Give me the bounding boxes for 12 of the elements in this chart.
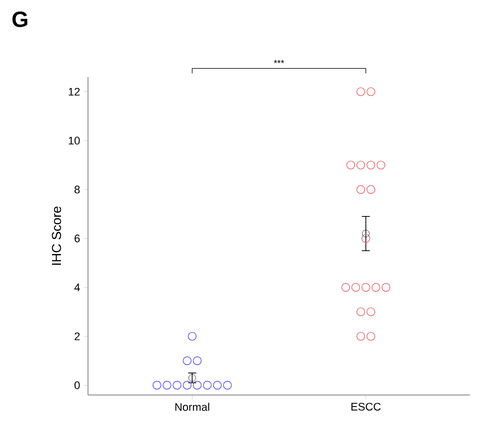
y-tick-label: 2 [74, 332, 80, 340]
y-axis-title: IHC Score [52, 206, 62, 265]
x-tick-label: Normal [175, 402, 210, 411]
y-tick-label: 8 [74, 186, 80, 194]
y-tick-label: 6 [74, 234, 80, 242]
y-tick-label: 12 [68, 88, 80, 96]
x-tick-label: ESCC [351, 402, 381, 411]
y-tick-label: 4 [74, 284, 80, 292]
chart-title: G [12, 12, 28, 28]
y-tick-label: 0 [74, 381, 80, 390]
text: *** [274, 60, 284, 64]
y-tick-label: 10 [68, 136, 80, 144]
